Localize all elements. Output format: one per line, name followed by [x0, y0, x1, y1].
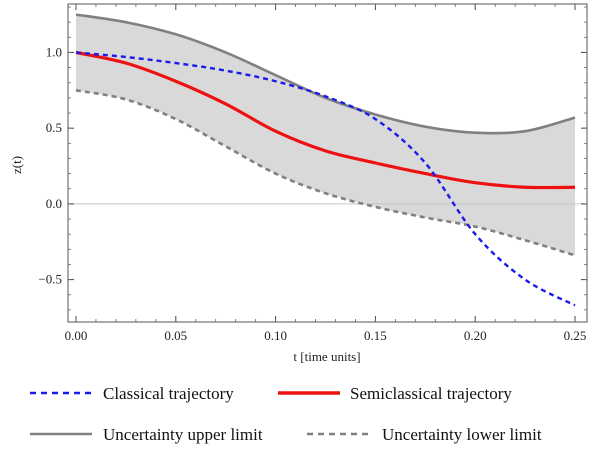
- legend: Classical trajectory Semiclassical trajec…: [30, 384, 542, 444]
- y-tick-label: 0.5: [46, 120, 62, 135]
- series-line-2: [75, 50, 576, 190]
- x-axis-label: t [time units]: [293, 349, 360, 364]
- legend-label-2: Semiclassical trajectory: [350, 384, 512, 403]
- uncertainty-band: [75, 14, 576, 256]
- y-tick-label: 0.0: [46, 196, 62, 211]
- x-tick-label: 0.00: [65, 328, 88, 343]
- legend-label-1: Classical trajectory: [103, 384, 234, 403]
- y-tick-label: −0.5: [38, 272, 62, 287]
- legend-label-3: Uncertainty upper limit: [103, 425, 263, 444]
- x-tick-label: 0.05: [164, 328, 187, 343]
- y-tick-label: 1.0: [46, 44, 62, 59]
- plot-area: [68, 13, 587, 307]
- x-tick-label: 0.20: [464, 328, 487, 343]
- x-tick-label: 0.25: [564, 328, 587, 343]
- series-line-4: [75, 89, 576, 257]
- legend-label-4: Uncertainty lower limit: [382, 425, 542, 444]
- x-tick-label: 0.10: [264, 328, 287, 343]
- plot-frame: [67, 3, 588, 323]
- axes: 0.00 0.05 0.10 0.15 0.20 0.25 −0.5 0.0 0.5 1.0: [38, 3, 588, 343]
- x-tick-label: 0.15: [364, 328, 387, 343]
- series-line-3: [75, 13, 576, 135]
- y-axis-label: z(t): [9, 156, 24, 174]
